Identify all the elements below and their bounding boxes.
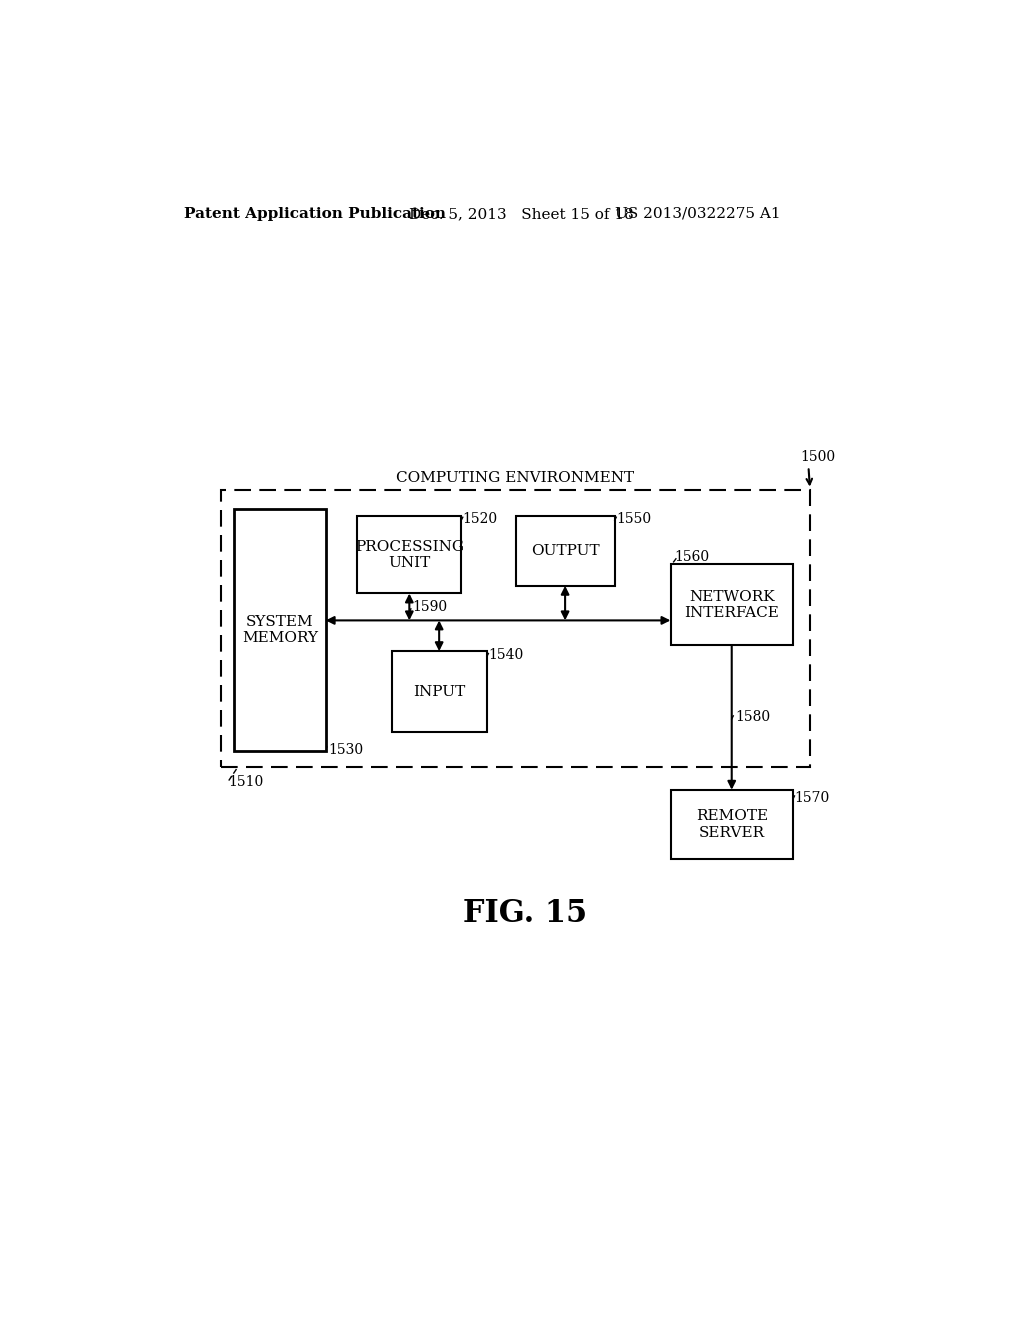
Text: FIG. 15: FIG. 15 bbox=[463, 898, 587, 928]
Text: INPUT: INPUT bbox=[413, 685, 465, 698]
Text: 1560: 1560 bbox=[675, 550, 710, 564]
Text: 1530: 1530 bbox=[328, 743, 364, 756]
Text: SYSTEM
MEMORY: SYSTEM MEMORY bbox=[242, 615, 317, 645]
FancyBboxPatch shape bbox=[515, 516, 614, 586]
Text: 1570: 1570 bbox=[795, 791, 829, 804]
Text: Dec. 5, 2013   Sheet 15 of 18: Dec. 5, 2013 Sheet 15 of 18 bbox=[409, 207, 633, 220]
FancyBboxPatch shape bbox=[357, 516, 461, 594]
Text: COMPUTING ENVIRONMENT: COMPUTING ENVIRONMENT bbox=[396, 471, 635, 484]
Text: 1550: 1550 bbox=[616, 512, 651, 525]
FancyBboxPatch shape bbox=[671, 564, 793, 645]
Text: US 2013/0322275 A1: US 2013/0322275 A1 bbox=[614, 207, 780, 220]
FancyBboxPatch shape bbox=[671, 789, 793, 859]
FancyBboxPatch shape bbox=[221, 490, 810, 767]
Text: 1520: 1520 bbox=[463, 512, 498, 525]
Text: Patent Application Publication: Patent Application Publication bbox=[183, 207, 445, 220]
Text: NETWORK
INTERFACE: NETWORK INTERFACE bbox=[684, 590, 779, 619]
Text: REMOTE
SERVER: REMOTE SERVER bbox=[695, 809, 768, 840]
Text: 1510: 1510 bbox=[228, 775, 264, 789]
Text: 1500: 1500 bbox=[801, 450, 836, 465]
Text: 1590: 1590 bbox=[413, 601, 447, 614]
FancyBboxPatch shape bbox=[234, 508, 326, 751]
Text: PROCESSING
UNIT: PROCESSING UNIT bbox=[354, 540, 464, 570]
FancyBboxPatch shape bbox=[391, 651, 486, 733]
Text: 1540: 1540 bbox=[488, 648, 523, 663]
Text: OUTPUT: OUTPUT bbox=[530, 544, 599, 558]
Text: 1580: 1580 bbox=[735, 710, 770, 725]
